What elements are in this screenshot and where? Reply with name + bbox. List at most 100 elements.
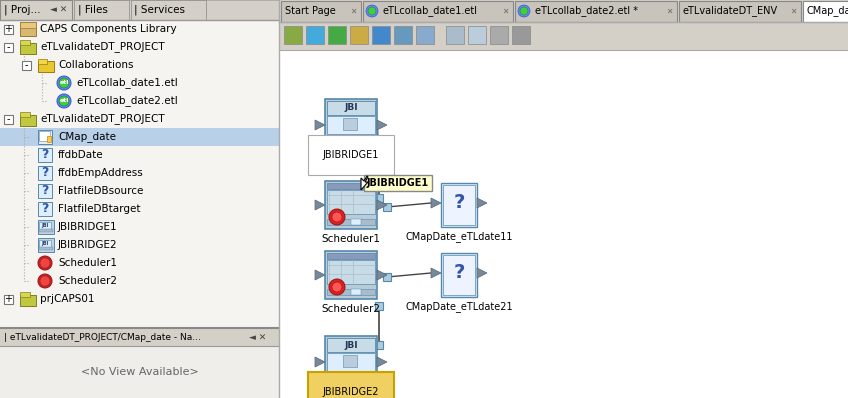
Bar — [279, 22, 848, 50]
Bar — [21, 60, 31, 70]
Circle shape — [59, 78, 69, 88]
Circle shape — [329, 209, 345, 225]
Bar — [279, 0, 848, 398]
Bar — [351, 289, 361, 295]
Bar — [803, 1, 848, 22]
Text: ?: ? — [42, 185, 48, 197]
Text: | eTLvalidateDT_PROJECT/CMap_date - Na...: | eTLvalidateDT_PROJECT/CMap_date - Na..… — [4, 332, 201, 341]
Circle shape — [40, 258, 50, 268]
Text: CMapDate_eTLdate21: CMapDate_eTLdate21 — [405, 302, 513, 312]
Text: -: - — [6, 114, 9, 124]
Polygon shape — [431, 268, 441, 278]
Bar — [327, 372, 375, 380]
Text: JBI: JBI — [344, 103, 358, 113]
Bar — [38, 202, 52, 216]
Bar — [3, 295, 13, 304]
Bar — [327, 116, 375, 134]
Text: FlatfileDBtarget: FlatfileDBtarget — [58, 204, 141, 214]
Bar — [364, 175, 432, 191]
Bar — [38, 184, 52, 198]
Bar — [0, 0, 279, 398]
Bar — [416, 26, 434, 44]
Bar — [325, 181, 377, 229]
Bar — [38, 59, 47, 64]
Bar — [325, 251, 377, 299]
Text: JBIBRIDGE1: JBIBRIDGE1 — [367, 178, 429, 188]
Bar — [284, 26, 302, 44]
Text: +: + — [4, 24, 12, 34]
Bar — [39, 229, 53, 232]
Text: JBI: JBI — [42, 224, 48, 228]
Bar — [325, 336, 377, 384]
Bar — [39, 240, 51, 248]
Text: ffdbDate: ffdbDate — [58, 150, 103, 160]
Polygon shape — [315, 200, 325, 210]
Bar — [131, 0, 206, 20]
Text: ?: ? — [454, 263, 465, 283]
Bar — [39, 222, 51, 230]
Circle shape — [332, 282, 342, 292]
Bar — [20, 295, 36, 306]
Bar — [446, 26, 464, 44]
Bar — [74, 0, 129, 20]
Bar — [328, 26, 346, 44]
Text: eTLcollab_date2.etl: eTLcollab_date2.etl — [76, 96, 178, 106]
Circle shape — [332, 212, 342, 222]
Bar — [375, 302, 383, 310]
Text: Start Page: Start Page — [285, 6, 336, 16]
Bar — [327, 219, 375, 225]
Bar — [375, 156, 383, 164]
Bar — [375, 341, 383, 349]
Text: ?: ? — [42, 166, 48, 179]
Text: JBIBRIDGE2: JBIBRIDGE2 — [323, 387, 379, 397]
Bar — [0, 346, 279, 398]
Bar — [515, 1, 677, 22]
Text: JBIBRIDGE1: JBIBRIDGE1 — [323, 150, 379, 160]
Bar — [38, 238, 54, 252]
Polygon shape — [377, 120, 387, 130]
Bar — [38, 166, 52, 180]
Bar — [306, 26, 324, 44]
Text: Scheduler1: Scheduler1 — [321, 234, 381, 244]
Bar — [279, 0, 848, 22]
Bar — [38, 130, 52, 144]
Text: CMap_date: CMap_date — [807, 6, 848, 16]
Bar — [279, 50, 848, 398]
Text: eTLvalidateDT_PROJECT: eTLvalidateDT_PROJECT — [40, 41, 165, 53]
Bar — [441, 253, 477, 297]
Polygon shape — [377, 270, 387, 280]
Bar — [0, 0, 279, 20]
Polygon shape — [315, 357, 325, 367]
Bar — [327, 353, 375, 371]
Bar — [363, 1, 513, 22]
Bar — [20, 22, 36, 36]
Bar — [3, 43, 13, 51]
Bar — [281, 1, 361, 22]
Circle shape — [57, 76, 71, 90]
Bar — [351, 219, 361, 225]
Bar — [327, 101, 375, 115]
Bar — [375, 194, 383, 202]
Circle shape — [368, 7, 376, 15]
Bar — [38, 220, 54, 234]
Bar — [512, 26, 530, 44]
Text: JBI: JBI — [42, 242, 48, 246]
Circle shape — [40, 276, 50, 286]
Bar — [20, 43, 36, 54]
Bar — [343, 355, 357, 367]
Bar — [327, 260, 375, 284]
Polygon shape — [315, 270, 325, 280]
Bar — [3, 115, 13, 123]
Text: eTLvalidateDT_ENV: eTLvalidateDT_ENV — [683, 6, 778, 16]
Bar — [20, 40, 30, 45]
Circle shape — [520, 7, 528, 15]
Bar — [443, 185, 475, 225]
Circle shape — [38, 274, 52, 288]
Polygon shape — [377, 357, 387, 367]
Bar — [0, 328, 279, 346]
Bar — [372, 26, 390, 44]
Text: eTLcollab_date1.etl: eTLcollab_date1.etl — [76, 78, 178, 88]
Bar — [343, 118, 357, 130]
Text: CAPS Components Library: CAPS Components Library — [40, 24, 176, 34]
Bar — [38, 148, 52, 162]
